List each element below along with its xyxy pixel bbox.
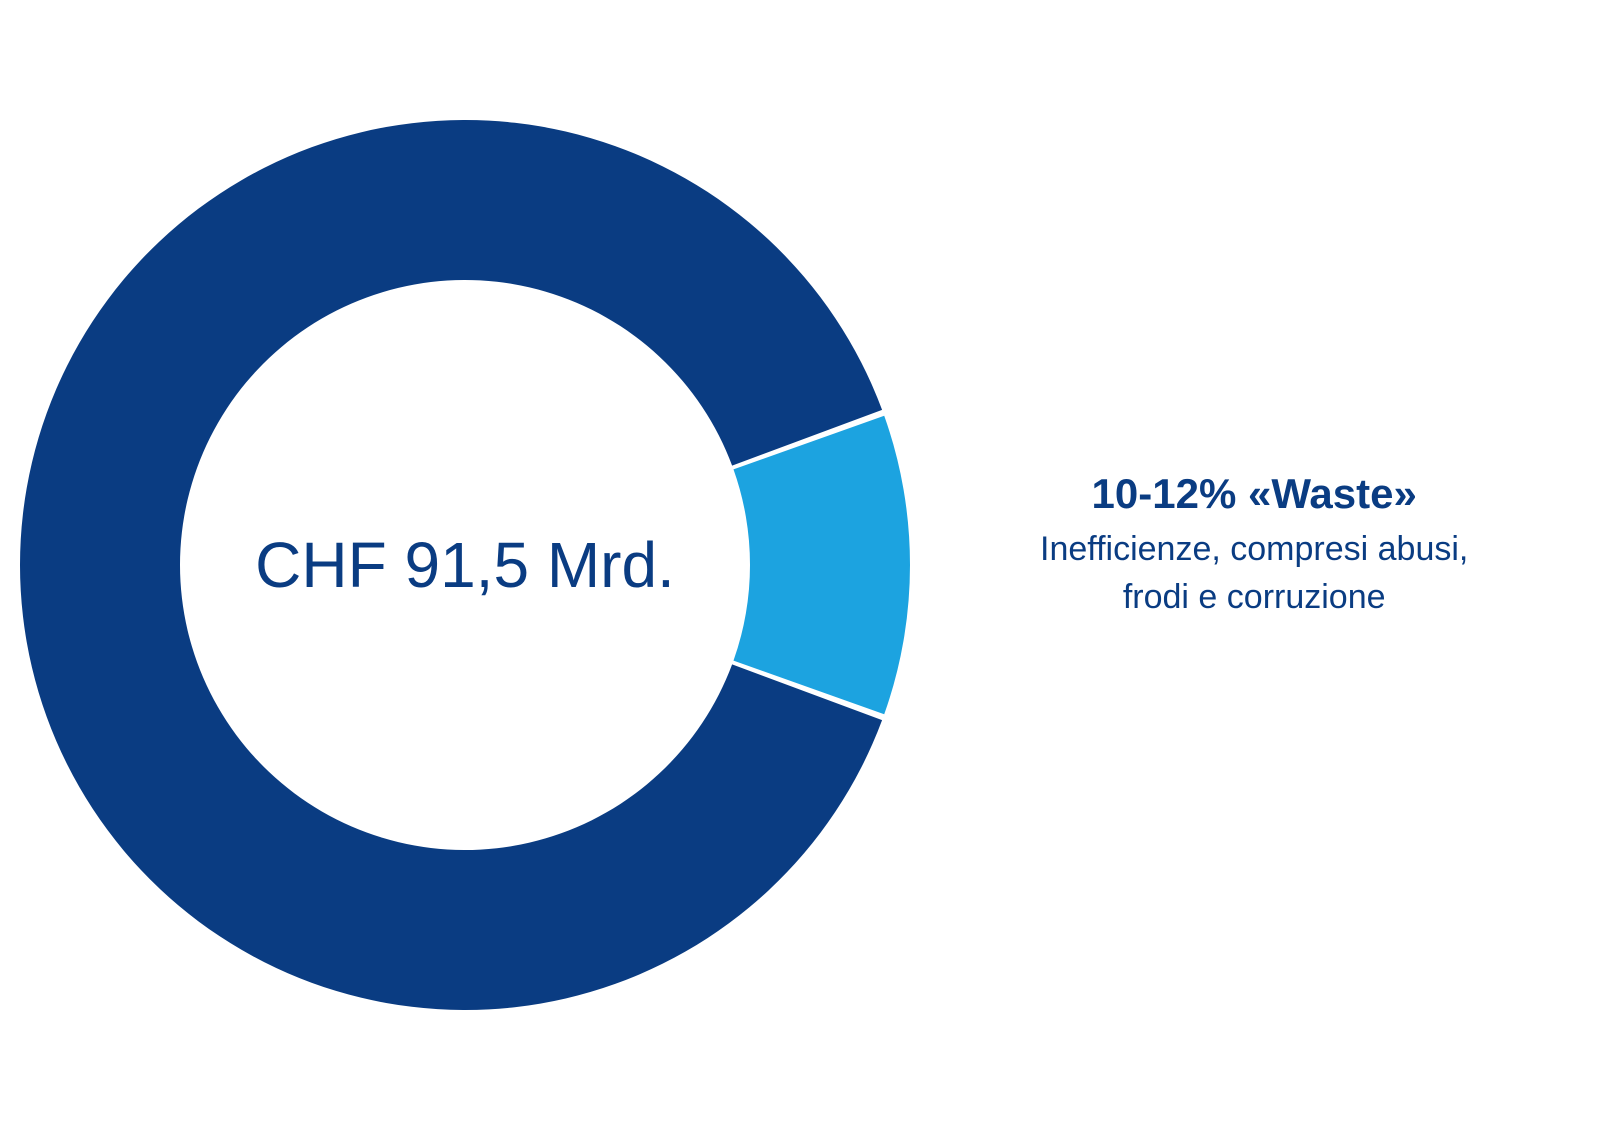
donut-chart-container: CHF 91,5 Mrd. [0, 100, 930, 1030]
side-label-subtitle-line1: Inefficienze, compresi abusi, [1040, 530, 1468, 568]
side-label: 10-12% «Waste» Inefficienze, compresi ab… [1040, 470, 1468, 621]
side-label-title: 10-12% «Waste» [1040, 470, 1468, 518]
side-label-subtitle: Inefficienze, compresi abusi, frodi e co… [1040, 526, 1468, 621]
side-label-subtitle-line2: frodi e corruzione [1123, 578, 1386, 616]
center-label-text: CHF 91,5 Mrd. [255, 529, 675, 601]
center-label: CHF 91,5 Mrd. [255, 528, 675, 602]
donut-slice-waste [733, 416, 910, 715]
